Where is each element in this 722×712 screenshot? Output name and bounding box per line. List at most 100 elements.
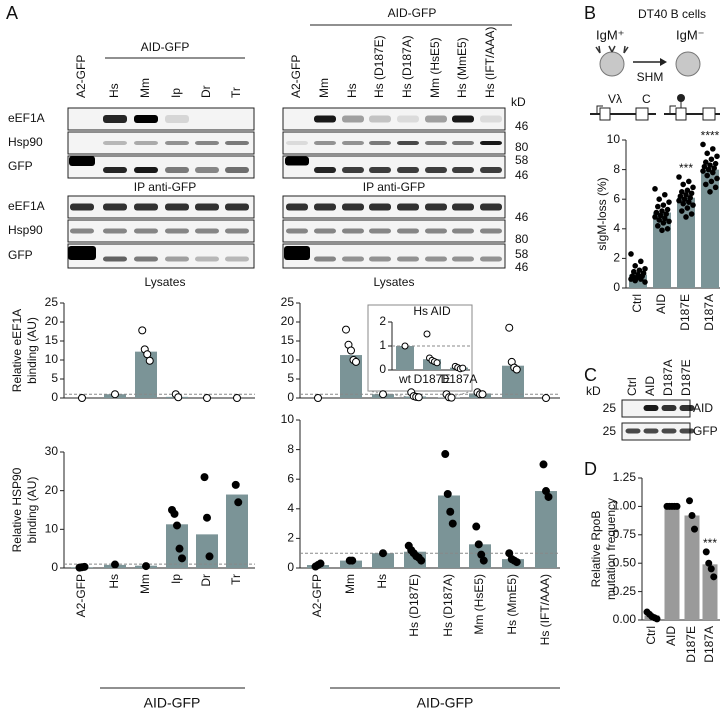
- data-point: [638, 276, 644, 282]
- blot-band: [134, 228, 158, 234]
- blot-band: [103, 203, 127, 211]
- data-point: [379, 549, 387, 558]
- data-point: [690, 202, 696, 208]
- data-point: [702, 548, 710, 556]
- data-point: [701, 163, 708, 170]
- data-point: [631, 268, 637, 275]
- y-tick-label: 0: [287, 390, 294, 404]
- data-point: [712, 184, 719, 191]
- data-point: [688, 211, 695, 217]
- data-point: [662, 215, 668, 222]
- bar: [438, 495, 460, 568]
- data-point: [352, 357, 360, 366]
- x-tick-label: D187A: [702, 294, 716, 331]
- gene-segment: [599, 107, 611, 121]
- data-point: [632, 263, 639, 269]
- y-tick-label: 0.75: [613, 527, 637, 541]
- lane-label: Dr: [199, 85, 213, 98]
- x-tick-label: D187A: [441, 372, 478, 386]
- blot-band: [195, 167, 219, 173]
- data-point: [659, 227, 665, 234]
- x-tick-label: AID: [654, 294, 668, 314]
- data-point: [664, 226, 671, 232]
- data-point: [316, 559, 325, 568]
- y-axis-label: mutation frequency: [604, 498, 618, 600]
- blot-band: [480, 167, 502, 173]
- bar: [664, 506, 680, 620]
- blot-band: [69, 156, 95, 166]
- panel-label: A: [6, 3, 18, 23]
- inset-frame: [367, 304, 473, 392]
- blot-band: [679, 405, 695, 411]
- y-tick-label: 0.50: [613, 555, 637, 569]
- y-tick-label: 1.00: [613, 499, 637, 513]
- data-point: [652, 214, 658, 220]
- data-point: [478, 390, 487, 399]
- blot-band: [284, 246, 310, 260]
- y-tick-label: 6: [613, 191, 620, 205]
- blot-caption: Lysates: [374, 275, 415, 289]
- blot-strip: [67, 155, 255, 179]
- marker-label: 58: [515, 153, 529, 167]
- blot-strip: [67, 195, 255, 219]
- significance-label: ****: [701, 129, 720, 143]
- y-tick-label: 30: [45, 444, 59, 458]
- y-tick-label: 0.00: [613, 612, 637, 626]
- data-point: [708, 156, 715, 163]
- data-point: [710, 573, 718, 581]
- x-tick-label: Ctrl: [630, 294, 644, 313]
- blot-band: [452, 115, 474, 123]
- receptor-icon: [595, 45, 629, 54]
- x-tick-label: Hs: [375, 574, 389, 589]
- x-tick-label: Hs (IFT/AAA): [538, 574, 552, 645]
- data-point: [417, 556, 426, 565]
- blot-band: [452, 141, 474, 145]
- data-point: [474, 540, 483, 549]
- blot-band: [286, 203, 308, 211]
- data-point: [679, 189, 685, 195]
- blot-band: [195, 203, 219, 211]
- data-point: [656, 217, 663, 223]
- y-tick-label: 20: [45, 314, 59, 328]
- data-point: [505, 323, 514, 332]
- blot-band: [195, 141, 219, 145]
- blot-caption: IP anti-GFP: [134, 180, 196, 194]
- x-tick-label: Mm: [138, 574, 152, 594]
- data-point: [423, 330, 431, 338]
- data-point: [707, 565, 715, 573]
- blot-band: [369, 228, 391, 234]
- marker-label: 46: [515, 119, 529, 133]
- data-point: [688, 190, 695, 197]
- data-point: [703, 181, 709, 188]
- blot-band: [70, 203, 94, 211]
- bar: [684, 515, 700, 620]
- data-point: [433, 359, 441, 367]
- diagram-title: DT40 B cells: [638, 7, 706, 21]
- x-tick-label: Hs (D187E): [407, 574, 421, 637]
- blot-band: [70, 228, 94, 234]
- blot-band: [342, 228, 364, 234]
- x-tick-label: Dr: [199, 574, 213, 587]
- row-label: GFP: [8, 159, 33, 173]
- cell: [675, 51, 701, 77]
- blot-band: [397, 141, 419, 145]
- data-point: [234, 498, 243, 507]
- data-point: [660, 220, 667, 226]
- data-point: [680, 200, 687, 207]
- blot-band: [314, 256, 336, 262]
- segment-label: C: [642, 92, 651, 106]
- bar: [226, 494, 248, 568]
- row-label: AID: [693, 401, 713, 415]
- data-point: [679, 208, 685, 214]
- data-point: [686, 497, 693, 505]
- y-tick-label: 8: [287, 442, 294, 456]
- blot-band: [425, 203, 447, 211]
- data-point: [459, 364, 467, 372]
- blot-header: AID-GFP: [141, 40, 190, 54]
- blot-band: [425, 141, 447, 145]
- blot-band: [342, 115, 364, 123]
- blot-band: [286, 228, 308, 234]
- data-point: [688, 511, 696, 519]
- data-point: [663, 211, 670, 217]
- y-tick-label: 0.25: [613, 584, 637, 598]
